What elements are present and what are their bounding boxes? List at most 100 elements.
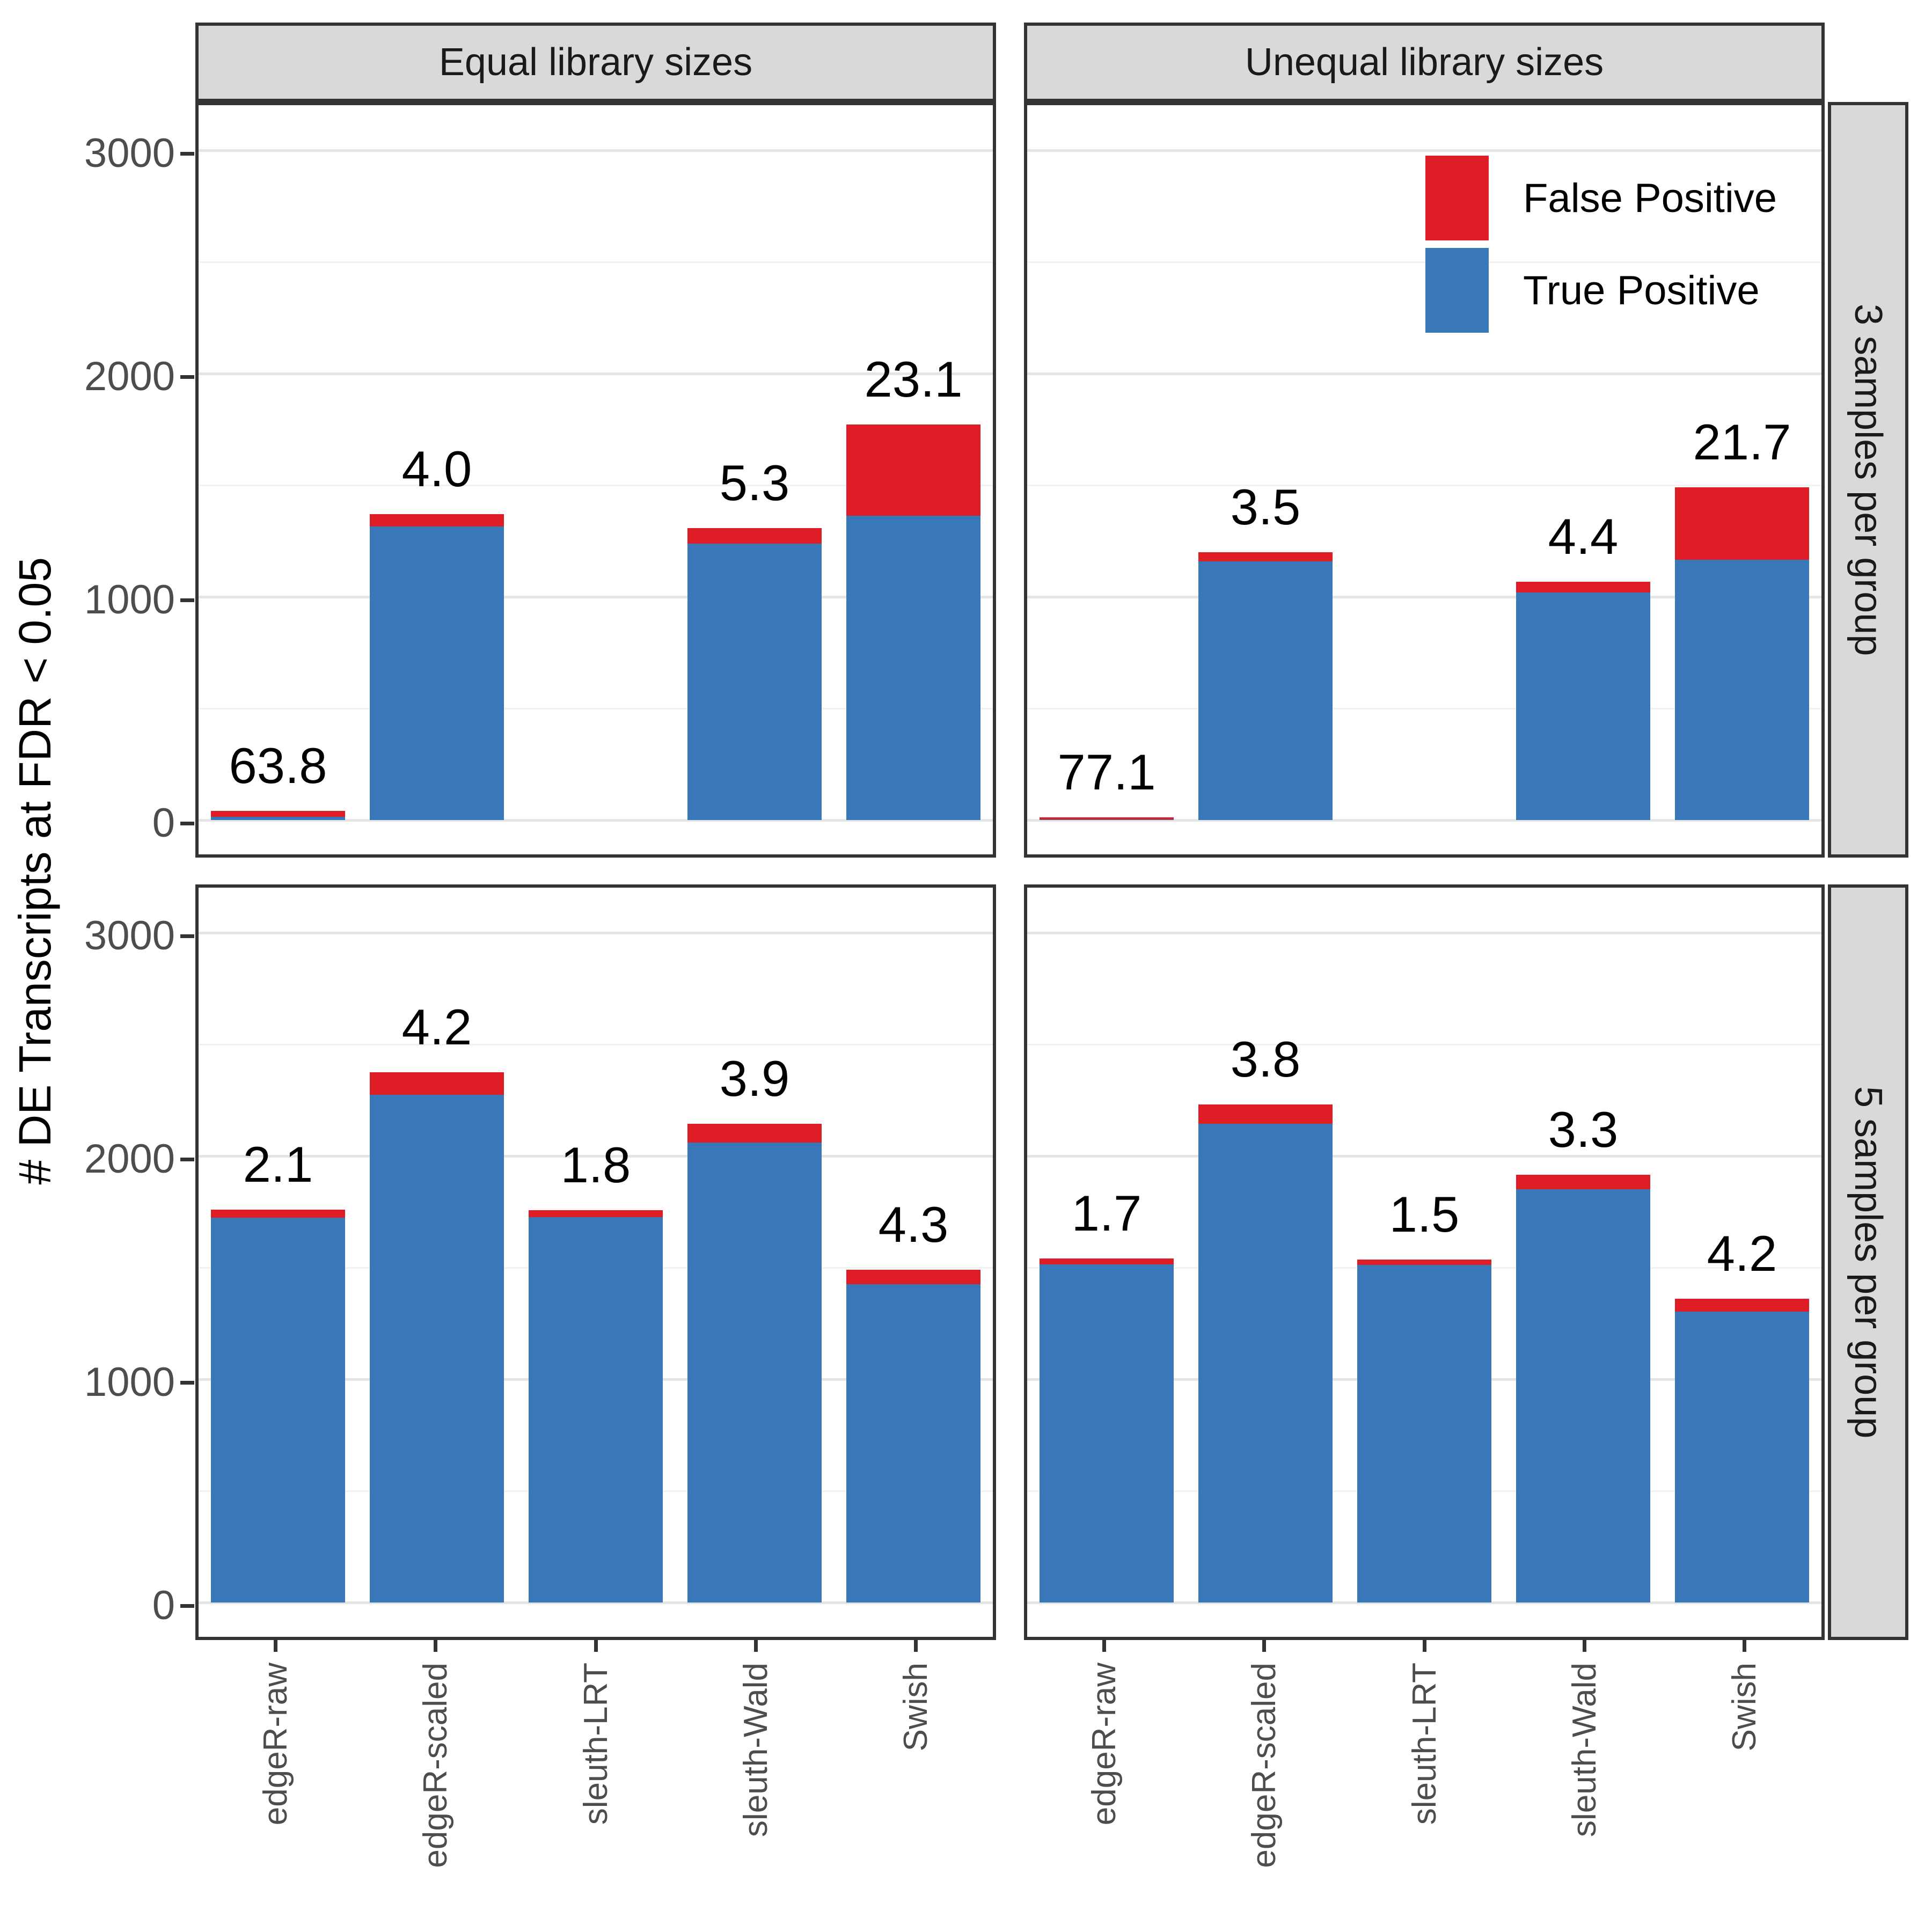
gridline-minor xyxy=(1027,261,1821,263)
bar-Swish xyxy=(846,1270,980,1602)
y-axis-tick-label: 2000 xyxy=(84,1136,175,1182)
x-axis-label-text: sleuth-LRT xyxy=(1406,1663,1443,1825)
bar-segment-false-positive xyxy=(370,1072,504,1095)
facet-strip-label: Equal library sizes xyxy=(438,41,753,84)
x-axis-label-sleuth-Wald: sleuth-Wald xyxy=(731,1663,780,1915)
panel-equal-3-samples: 63.8 4.0 5.3 23.1 xyxy=(195,102,996,858)
bar-segment-true-positive xyxy=(1675,559,1809,820)
bar-segment-false-positive xyxy=(1040,1258,1174,1265)
y-axis-title: # DE Transcripts at FDR < 0.05 xyxy=(9,557,60,1185)
facet-strip-5-samples-per-group: 5 samples per group xyxy=(1828,884,1908,1640)
y-axis-title-wrap: # DE Transcripts at FDR < 0.05 xyxy=(5,102,64,1640)
bar-segment-true-positive xyxy=(529,1217,663,1602)
bar-sleuth-Wald xyxy=(1516,1175,1650,1602)
y-axis-tick xyxy=(180,375,194,379)
bar-segment-false-positive xyxy=(1357,1260,1491,1265)
gridline-minor xyxy=(1027,707,1821,709)
bar-segment-false-positive xyxy=(687,528,822,544)
gridline-minor xyxy=(199,1043,993,1045)
x-axis-tick xyxy=(434,1640,438,1652)
x-axis-label-edgeR-scaled: edgeR-scaled xyxy=(1240,1663,1289,1915)
gridline-major xyxy=(199,1601,993,1604)
fdr-value-label: 21.7 xyxy=(1693,414,1791,471)
x-axis-tick xyxy=(753,1640,758,1652)
bar-edgeR-scaled xyxy=(1198,552,1333,820)
bar-segment-true-positive xyxy=(1040,1264,1174,1602)
bar-sleuth-LRT xyxy=(1357,1260,1491,1602)
gridline-major xyxy=(199,1154,993,1158)
bar-segment-false-positive xyxy=(1516,1175,1650,1189)
x-axis-label-edgeR-raw: edgeR-raw xyxy=(1080,1663,1128,1915)
bar-segment-true-positive xyxy=(687,544,822,820)
fdr-value-label: 4.2 xyxy=(1707,1225,1777,1282)
bar-segment-false-positive xyxy=(211,1209,345,1218)
gridline-major xyxy=(199,595,993,598)
x-axis-label-sleuth-LRT: sleuth-LRT xyxy=(1400,1663,1448,1915)
bar-segment-true-positive xyxy=(1357,1265,1491,1602)
fdr-value-label: 23.1 xyxy=(864,351,963,408)
x-axis-tick xyxy=(1262,1640,1267,1652)
fdr-value-label: 5.3 xyxy=(719,455,790,511)
bar-segment-false-positive xyxy=(1675,487,1809,560)
fdr-value-label: 4.2 xyxy=(401,999,472,1055)
bar-segment-false-positive xyxy=(211,810,345,817)
bar-edgeR-raw xyxy=(211,810,345,820)
bar-edgeR-raw xyxy=(211,1209,345,1602)
gridline-minor xyxy=(1027,1043,1821,1045)
x-axis-tick xyxy=(1422,1640,1426,1652)
gridline-major xyxy=(1027,1601,1821,1604)
gridline-major xyxy=(1027,818,1821,822)
bar-sleuth-Wald xyxy=(687,528,822,820)
gridline-major xyxy=(1027,595,1821,598)
x-axis-label-text: sleuth-Wald xyxy=(737,1663,774,1838)
bar-edgeR-scaled xyxy=(1198,1104,1333,1602)
y-axis-tick xyxy=(180,1604,194,1608)
bar-segment-false-positive xyxy=(1675,1299,1809,1312)
fdr-value-label: 63.8 xyxy=(229,737,327,794)
x-axis-label-text: edgeR-scaled xyxy=(1246,1663,1283,1868)
x-axis-label-text: edgeR-scaled xyxy=(417,1663,455,1868)
gridline-major xyxy=(1027,931,1821,934)
fdr-value-label: 3.9 xyxy=(719,1050,790,1107)
x-axis-tick xyxy=(914,1640,918,1652)
x-axis-tick xyxy=(273,1640,277,1652)
x-axis-label-text: edgeR-raw xyxy=(1085,1663,1123,1826)
gridline-major xyxy=(199,149,993,152)
false-positive-swatch-icon xyxy=(1425,156,1489,240)
bar-Swish xyxy=(1675,487,1809,820)
fdr-value-label: 1.5 xyxy=(1389,1186,1460,1243)
panel-unequal-5-samples: 1.7 3.8 1.5 3.3 4.2 xyxy=(1024,884,1825,1640)
y-axis-tick-label: 3000 xyxy=(84,913,175,958)
bar-edgeR-scaled xyxy=(370,1072,504,1602)
fdr-value-label: 4.3 xyxy=(878,1196,949,1253)
bar-sleuth-Wald xyxy=(1516,582,1650,820)
bar-edgeR-raw xyxy=(1040,1258,1174,1602)
bar-segment-false-positive xyxy=(370,514,504,526)
bar-sleuth-Wald xyxy=(687,1123,822,1602)
x-axis-label-text: sleuth-Wald xyxy=(1565,1663,1603,1838)
x-axis-tick xyxy=(1582,1640,1586,1652)
gridline-minor xyxy=(1027,484,1821,486)
bar-segment-true-positive xyxy=(1198,1123,1333,1602)
x-axis-label-edgeR-scaled: edgeR-scaled xyxy=(412,1663,460,1915)
x-axis-label-Swish: Swish xyxy=(1721,1663,1769,1915)
facet-strip-unequal-library-sizes: Unequal library sizes xyxy=(1024,23,1825,102)
x-axis-label-text: sleuth-LRT xyxy=(577,1663,614,1825)
legend-label: True Positive xyxy=(1523,267,1760,313)
y-axis-tick xyxy=(180,821,194,825)
bar-segment-false-positive xyxy=(846,1270,980,1284)
bar-sleuth-LRT xyxy=(529,1210,663,1602)
gridline-minor xyxy=(199,261,993,263)
gridline-major xyxy=(1027,372,1821,375)
bar-segment-true-positive xyxy=(1198,561,1333,820)
fdr-value-label: 1.8 xyxy=(560,1137,631,1194)
panel-unequal-3-samples: 77.1 3.5 4.4 21.7 xyxy=(1024,102,1825,858)
gridline-minor xyxy=(199,707,993,709)
x-axis-label-sleuth-Wald: sleuth-Wald xyxy=(1560,1663,1608,1915)
bar-segment-false-positive xyxy=(846,425,980,516)
gridline-major xyxy=(199,372,993,375)
facet-strip-equal-library-sizes: Equal library sizes xyxy=(195,23,996,102)
bar-segment-true-positive xyxy=(1675,1311,1809,1602)
gridline-major xyxy=(199,818,993,822)
